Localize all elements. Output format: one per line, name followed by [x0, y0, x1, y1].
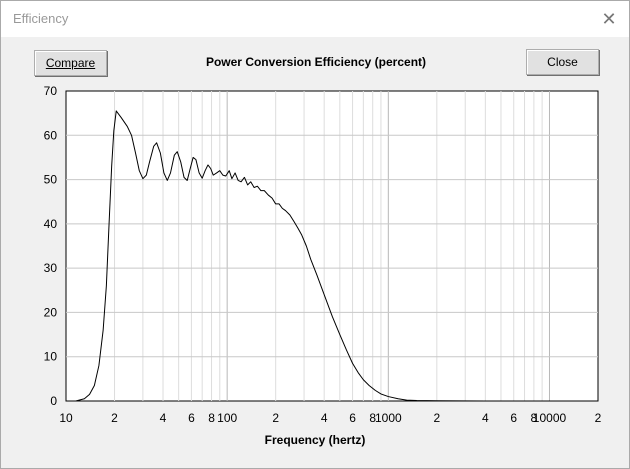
grid-lines [66, 91, 598, 401]
compare-button-label: Compare [45, 56, 96, 70]
close-icon[interactable]: ✕ [601, 9, 617, 29]
x-tick-label: 6 [349, 411, 356, 425]
x-tick-label: 8 [369, 411, 376, 425]
x-tick-label: 2 [433, 411, 440, 425]
compare-button[interactable]: Compare [34, 50, 107, 76]
x-tick-label: 10 [59, 411, 73, 425]
close-button[interactable]: Close [526, 49, 599, 75]
x-tick-label: 2 [111, 411, 118, 425]
y-tick-labels: 0 10 20 30 40 50 60 70 [44, 84, 58, 408]
x-tick-label: 8 [208, 411, 215, 425]
plot-area [65, 90, 599, 402]
chart-title: Power Conversion Efficiency (percent) [205, 55, 427, 69]
x-tick-label: 1000 [375, 411, 402, 425]
y-tick-label: 40 [44, 217, 58, 231]
efficiency-series-line [75, 110, 598, 402]
title-bar: Efficiency ✕ [1, 1, 629, 37]
x-tick-label: 2 [272, 411, 279, 425]
y-tick-label: 70 [44, 84, 58, 98]
y-tick-label: 60 [44, 128, 58, 142]
x-tick-label: 100 [217, 411, 237, 425]
x-tick-label: 4 [482, 411, 489, 425]
x-tick-label: 6 [510, 411, 517, 425]
x-tick-label: 4 [321, 411, 328, 425]
series-group [75, 110, 598, 402]
y-tick-label: 20 [44, 305, 58, 319]
y-tick-label: 0 [50, 394, 57, 408]
y-tick-label: 50 [44, 173, 58, 187]
y-tick-label: 10 [44, 350, 58, 364]
x-axis-label: Frequency (hertz) [265, 433, 366, 447]
x-tick-label: 4 [160, 411, 167, 425]
y-tick-label: 30 [44, 261, 58, 275]
x-tick-label: 6 [188, 411, 195, 425]
x-tick-label: 8 [531, 411, 538, 425]
x-tick-label: 2 [595, 411, 602, 425]
x-tick-label: 10000 [533, 411, 567, 425]
window-title: Efficiency [13, 11, 69, 26]
